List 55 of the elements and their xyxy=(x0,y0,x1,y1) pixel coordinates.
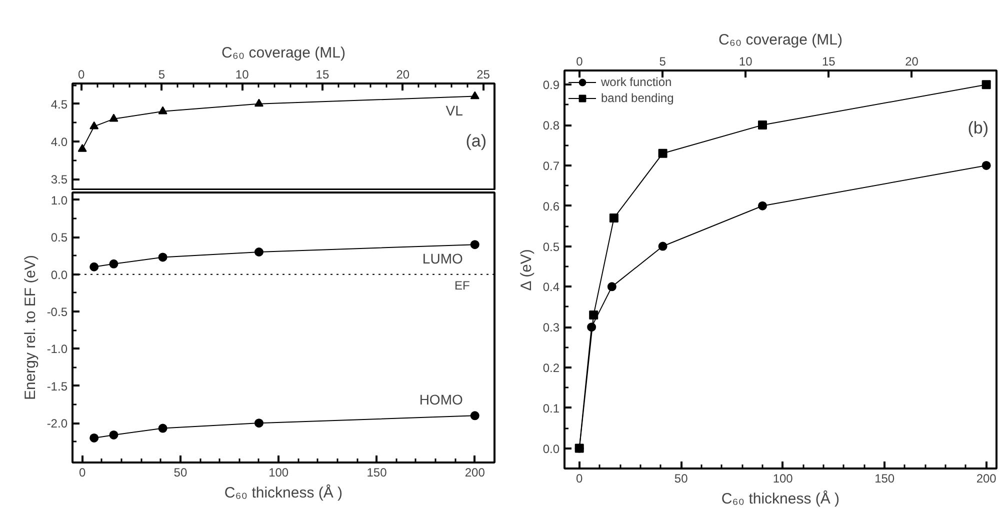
y-tick-label: 3.5 xyxy=(50,172,68,187)
x2-tick-label: 5 xyxy=(659,54,666,68)
y-tick-label: -0.5 xyxy=(46,305,68,320)
x2-tick-label: 10 xyxy=(235,68,250,82)
x2-tick-label: 20 xyxy=(396,68,410,82)
y-tick-label: 0.4 xyxy=(542,280,560,294)
x-tick-label: 100 xyxy=(772,472,794,486)
y-axis-title: Δ (eV) xyxy=(518,249,535,291)
x-axis-title: C₆₀ thickness (Å ) xyxy=(721,490,840,508)
y-tick-label: 4.0 xyxy=(50,135,68,150)
x-tick-label: 50 xyxy=(174,466,188,480)
y-tick-label: -1.5 xyxy=(46,379,68,394)
y-tick-label: -1.0 xyxy=(46,342,68,356)
x-axis-title: C₆₀ thickness (Å ) xyxy=(224,484,343,502)
x2-tick-label: 15 xyxy=(316,68,330,82)
annotation: HOMO xyxy=(419,392,463,408)
x-tick-label: 200 xyxy=(464,466,486,480)
legend-label: work function xyxy=(601,74,672,90)
y-tick-label: 0.9 xyxy=(542,78,560,92)
ref-line-label: EF xyxy=(454,278,470,292)
y-tick-label: 4.5 xyxy=(50,97,68,112)
x-tick-label: 0 xyxy=(78,466,86,480)
x2-tick-label: 5 xyxy=(158,68,166,82)
x-tick-label: 50 xyxy=(674,472,688,486)
x-tick-label: 200 xyxy=(976,472,997,486)
y-tick-label: 0.2 xyxy=(542,360,560,375)
y-tick-label: 0.0 xyxy=(542,442,560,456)
y-tick-label: -2.0 xyxy=(46,416,68,431)
y-tick-label: 0.0 xyxy=(50,268,68,282)
y-tick-label: 0.3 xyxy=(542,320,560,335)
annotation: VL xyxy=(446,102,464,118)
legend-label: band bending xyxy=(601,90,674,106)
annotation: (b) xyxy=(968,118,989,138)
y-tick-label: 0.7 xyxy=(542,158,560,173)
y-tick-label: 0.6 xyxy=(542,199,560,214)
y-tick-label: 0.5 xyxy=(542,240,560,254)
x2-axis-title: C₆₀ coverage (ML) xyxy=(718,32,842,48)
x-tick-label: 0 xyxy=(576,472,584,486)
x2-tick-label: 0 xyxy=(78,68,86,82)
x2-tick-label: 15 xyxy=(822,54,836,68)
y-tick-label: 0.8 xyxy=(542,118,560,133)
x2-tick-label: 10 xyxy=(738,54,753,68)
x2-axis-title: C₆₀ coverage (ML) xyxy=(222,44,346,62)
y-tick-label: 0.1 xyxy=(542,401,560,416)
y-axis-title: Energy rel. to EF (eV) xyxy=(22,254,39,400)
x2-tick-label: 20 xyxy=(905,54,919,68)
annotation: LUMO xyxy=(422,250,463,267)
x-tick-label: 150 xyxy=(874,472,895,486)
x2-tick-label: 25 xyxy=(476,68,490,82)
y-tick-label: 0.5 xyxy=(50,230,68,245)
x2-tick-label: 0 xyxy=(576,54,584,68)
x-tick-label: 100 xyxy=(268,466,289,480)
y-tick-label: 1.0 xyxy=(50,193,68,208)
annotation: (a) xyxy=(466,132,487,150)
x-tick-label: 150 xyxy=(366,466,388,480)
